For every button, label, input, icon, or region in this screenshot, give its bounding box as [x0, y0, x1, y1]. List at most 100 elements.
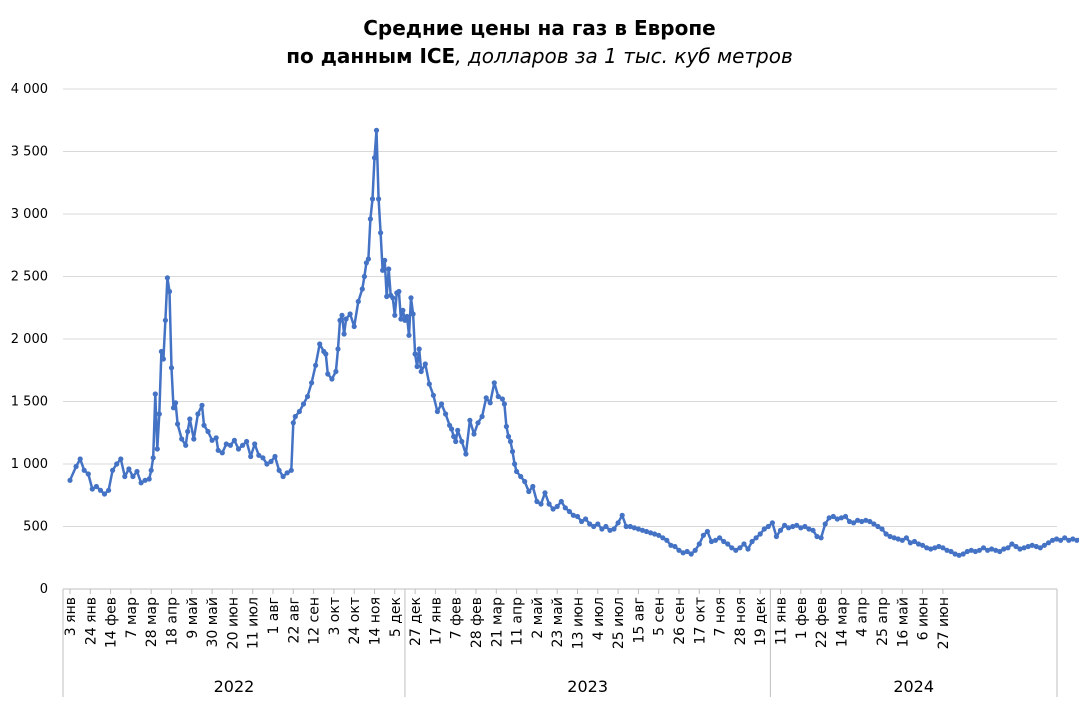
data-point	[1025, 543, 1031, 550]
data-point	[404, 313, 410, 320]
data-point	[459, 438, 465, 445]
x-tick-label: 12 сен	[307, 597, 323, 645]
data-point	[972, 548, 979, 555]
x-tick-label: 19 дек	[753, 597, 769, 646]
data-point	[846, 518, 853, 525]
x-tick-label: 23 май	[550, 597, 566, 648]
data-point	[201, 422, 207, 428]
data-point	[566, 508, 573, 515]
data-point	[430, 392, 436, 398]
data-point	[313, 362, 319, 368]
data-point	[903, 535, 910, 541]
x-tick-label: 20 июн	[225, 597, 241, 649]
x-tick-label: 11 июл	[246, 597, 262, 649]
data-point	[106, 487, 112, 493]
data-point	[948, 548, 954, 555]
data-point	[838, 515, 845, 521]
x-tick-label: 14 ноя	[368, 597, 384, 645]
year-label: 2024	[893, 677, 934, 696]
data-point	[402, 317, 408, 323]
x-tick-label: 28 ноя	[733, 597, 749, 645]
y-tick-label: 2 000	[11, 332, 48, 347]
data-point	[89, 486, 95, 492]
data-point	[855, 517, 861, 523]
data-point	[631, 525, 637, 531]
data-point	[1074, 537, 1079, 543]
data-point	[323, 351, 329, 357]
data-point	[652, 531, 658, 537]
data-point	[944, 547, 950, 553]
data-point	[911, 538, 918, 545]
data-point	[940, 545, 946, 551]
data-point	[769, 520, 776, 526]
data-point	[1070, 536, 1076, 542]
data-point	[676, 547, 682, 553]
chart-title: Средние цены на газ в Европе по данным I…	[0, 14, 1079, 70]
data-point	[380, 267, 386, 273]
data-point	[392, 312, 398, 318]
x-tick-label: 7 ноя	[713, 597, 729, 637]
data-point	[798, 525, 804, 531]
data-point	[1058, 537, 1064, 543]
data-point	[341, 331, 347, 337]
data-point	[191, 436, 197, 442]
data-point	[162, 317, 168, 323]
data-point	[737, 545, 743, 551]
data-point	[373, 127, 380, 133]
data-point	[668, 542, 674, 548]
x-tick-label: 3 окт	[327, 597, 343, 636]
series-line	[68, 129, 1079, 557]
x-tick-label: 5 дек	[388, 597, 404, 637]
data-point	[591, 523, 597, 530]
data-point	[623, 523, 629, 530]
data-point	[110, 467, 116, 473]
data-point	[451, 433, 457, 440]
data-point	[733, 547, 739, 553]
chart-title-units: , долларов за 1 тыс. куб метров	[455, 44, 793, 68]
data-point	[806, 526, 812, 532]
x-tick-label: 14 фев	[104, 597, 120, 648]
data-point	[410, 311, 416, 317]
data-point	[408, 295, 414, 301]
data-point	[956, 552, 962, 558]
data-point	[607, 527, 613, 533]
data-point	[138, 480, 144, 486]
data-point	[244, 438, 250, 445]
data-point	[794, 522, 800, 528]
data-point	[761, 526, 767, 532]
data-point	[980, 545, 987, 551]
data-point	[256, 452, 262, 458]
data-point	[475, 420, 481, 426]
data-point	[753, 535, 759, 541]
y-tick-label: 1 500	[11, 395, 48, 410]
data-point	[73, 463, 79, 470]
data-point	[382, 257, 388, 263]
x-tick-label: 27 июн	[936, 597, 952, 649]
data-point	[729, 545, 735, 551]
data-point	[680, 550, 686, 556]
data-point	[126, 466, 132, 472]
data-point	[818, 535, 824, 541]
data-point	[757, 531, 763, 537]
data-point	[276, 467, 282, 473]
year-label: 2023	[567, 677, 608, 696]
data-point	[412, 351, 418, 357]
x-tick-label: 3 янв	[63, 597, 79, 636]
data-point	[899, 537, 905, 543]
data-point	[656, 532, 662, 538]
data-point	[635, 526, 642, 532]
data-point	[672, 543, 678, 550]
data-point	[491, 380, 497, 386]
data-point	[248, 453, 254, 460]
data-point	[426, 381, 432, 387]
data-point	[351, 323, 357, 330]
data-point	[599, 526, 605, 532]
data-point	[386, 266, 392, 272]
data-point	[1001, 546, 1007, 552]
data-point	[122, 473, 128, 480]
data-point	[173, 400, 179, 406]
data-point	[871, 521, 877, 527]
data-point	[499, 396, 505, 402]
data-point	[648, 530, 654, 536]
